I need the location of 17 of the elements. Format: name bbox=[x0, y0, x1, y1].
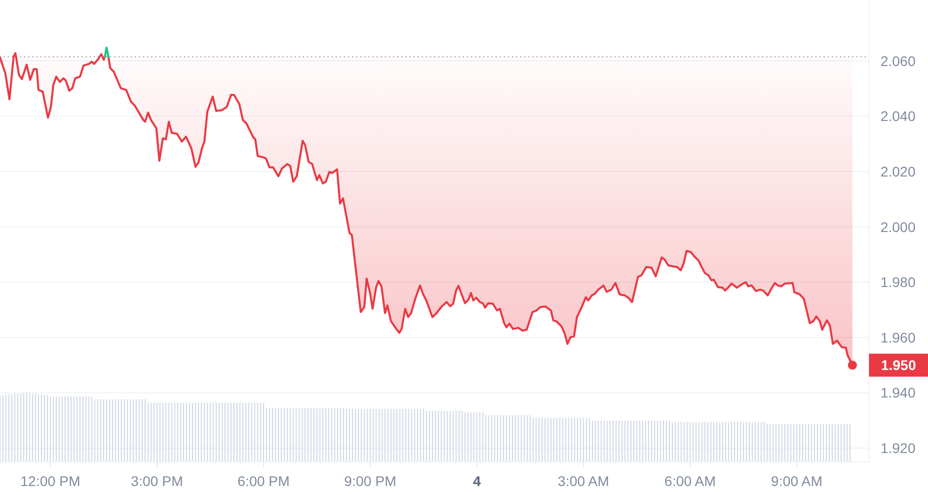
x-tick-label: 4 bbox=[472, 473, 481, 489]
y-tick-label: 1.980 bbox=[880, 274, 916, 290]
y-tick-label: 2.060 bbox=[880, 52, 916, 69]
x-tick-label: 9:00 AM bbox=[771, 473, 822, 489]
x-tick-label: 9:00 PM bbox=[344, 473, 396, 489]
x-tick-label: 3:00 AM bbox=[558, 473, 610, 489]
x-tick-label: 6:00 PM bbox=[238, 473, 290, 489]
y-tick-label: 2.040 bbox=[880, 108, 916, 124]
x-tick-label: 6:00 AM bbox=[664, 473, 716, 489]
x-tick-label: 12:00 PM bbox=[20, 473, 80, 489]
y-tick-label: 1.940 bbox=[880, 384, 916, 401]
y-tick-label: 1.920 bbox=[880, 440, 916, 456]
y-tick-label: 1.960 bbox=[880, 329, 916, 346]
text: 1.950 bbox=[880, 357, 916, 374]
y-tick-label: 2.020 bbox=[880, 163, 916, 180]
x-tick-label: 3:00 PM bbox=[130, 473, 184, 489]
y-tick-label: 2.000 bbox=[880, 218, 916, 235]
